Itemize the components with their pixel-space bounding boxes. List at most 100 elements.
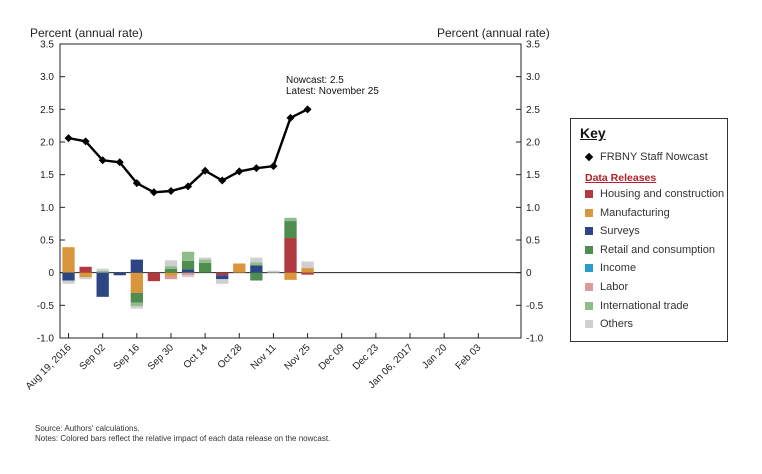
bar-segment-others (96, 268, 109, 271)
y-tick-label-left: 1.5 (40, 170, 54, 181)
nowcast-point (269, 162, 278, 171)
y-tick-label-right: 2.0 (526, 138, 540, 149)
diamond-marker-icon (584, 152, 594, 162)
nowcast-point (166, 187, 175, 195)
legend-item-labor: Labor (585, 280, 628, 294)
legend-item-manufacturing: Manufacturing (585, 206, 670, 220)
nowcast-point (81, 137, 90, 146)
bar-segment-housing-and-construction (79, 266, 92, 273)
bar-segment-manufacturing (233, 263, 246, 273)
y-tick-label-right: 2.5 (526, 105, 540, 116)
bar-segment-manufacturing (79, 272, 92, 278)
nowcast-annotation-latest: Latest: November 25 (286, 86, 379, 97)
legend-swatch (585, 264, 593, 273)
legend-item-surveys: Surveys (585, 224, 640, 238)
nowcast-point (235, 167, 244, 176)
bar-segment-retail-and-consumption (130, 292, 143, 303)
y-axis-label-right: Percent (annual rate) (437, 26, 550, 40)
bar-segment-surveys (130, 259, 143, 273)
bar-segment-others (130, 305, 143, 309)
y-tick-label-right: -1.0 (526, 334, 544, 345)
y-tick-label-left: 0.5 (40, 236, 54, 247)
y-tick-label-right: 0 (526, 268, 532, 279)
legend-title: Key (580, 125, 606, 141)
nowcast-point (286, 113, 295, 122)
legend-item-label: Income (600, 262, 637, 275)
legend-swatch (585, 301, 593, 310)
bar-segment-housing-and-construction (147, 272, 161, 282)
bar-segment-surveys (113, 272, 126, 276)
x-tick-label: Oct 28 (216, 342, 245, 371)
bar-segment-others (216, 279, 229, 284)
nowcast-point (184, 182, 193, 191)
x-tick-label: Dec 23 (351, 342, 381, 372)
legend-item-label: FRBNY Staff Nowcast (600, 151, 708, 163)
bar-segment-surveys (62, 272, 75, 281)
y-tick-label-left: 3.5 (40, 40, 54, 51)
legend-swatch (585, 245, 593, 254)
x-tick-label: Sep 16 (112, 342, 142, 372)
bar-segment-manufacturing (164, 272, 178, 276)
bar-segment-surveys (250, 265, 263, 273)
legend-swatch (585, 320, 593, 329)
legend-swatch (585, 227, 593, 236)
bar-segment-international-trade (250, 262, 263, 266)
legend-item-label: Surveys (600, 225, 640, 238)
bar-segment-surveys (216, 275, 229, 280)
nowcast-point (115, 158, 124, 167)
y-tick-label-right: 0.5 (526, 236, 540, 247)
bar-segment-manufacturing (130, 272, 143, 293)
bar-segment-manufacturing (62, 247, 75, 273)
x-tick-label: Sep 30 (146, 342, 176, 372)
plot-frame (59, 43, 522, 339)
legend-item-retail-and-consumption: Retail and consumption (585, 243, 715, 257)
bar-segment-housing-and-construction (216, 272, 229, 276)
nowcast-line (68, 108, 309, 194)
bar-segment-labor (181, 272, 195, 276)
x-tick-label: Feb 03 (454, 342, 484, 372)
y-tick-label-right: 1.5 (526, 170, 540, 181)
bar-segment-others (62, 280, 75, 284)
bar-segment-retail-and-consumption (250, 272, 263, 281)
legend-item-others: Others (585, 317, 633, 331)
y-tick-label-right: 3.0 (526, 72, 540, 83)
bar-segment-others (181, 275, 195, 278)
bar-segment-surveys (181, 269, 195, 273)
bar-segment-retail-and-consumption (198, 262, 212, 273)
legend-swatch (585, 190, 593, 198)
legend-item-label: Retail and consumption (600, 243, 715, 256)
bar-segment-others (301, 261, 314, 269)
nowcast-point (132, 179, 141, 188)
bar-segment-others (79, 277, 92, 280)
bar-segment-others (267, 270, 280, 273)
nowcast-point (64, 134, 73, 143)
legend-item-international-trade: International trade (585, 299, 689, 313)
legend-item-label: Manufacturing (600, 206, 670, 219)
bar-segment-manufacturing (284, 272, 297, 280)
bar-segment-labor (164, 275, 178, 280)
legend-item-label: Others (600, 318, 634, 331)
y-tick-label-left: 2.0 (40, 138, 54, 149)
legend-swatch (585, 208, 593, 217)
y-tick-label-left: -0.5 (37, 301, 55, 312)
bar-segment-international-trade (181, 251, 195, 261)
y-tick-label-left: -1.0 (37, 334, 55, 345)
source-note: Source: Authors' calculations. (35, 424, 140, 433)
x-tick-label: Jan 20 (420, 342, 449, 371)
x-tick-label: Aug 19, 2016 (24, 342, 74, 392)
y-tick-label-left: 1.0 (40, 203, 54, 214)
legend-item-label: International trade (600, 299, 689, 312)
x-tick-label: Nov 11 (249, 342, 279, 372)
bar-segment-others (250, 257, 263, 263)
y-tick-label-right: -0.5 (526, 301, 544, 312)
y-axis-label-left: Percent (annual rate) (30, 26, 143, 40)
x-tick-label: Nov 25 (283, 342, 313, 372)
y-tick-label-left: 2.5 (40, 105, 54, 116)
x-tick-label: Sep 02 (78, 342, 108, 372)
nowcast-annotation-value: Nowcast: 2.5 (286, 75, 344, 86)
y-tick-label-left: 3.0 (40, 72, 54, 83)
legend-item-label: Housing and construction (600, 188, 725, 200)
bar-segment-international-trade (130, 302, 143, 306)
legend-item-income: Income (585, 261, 636, 275)
